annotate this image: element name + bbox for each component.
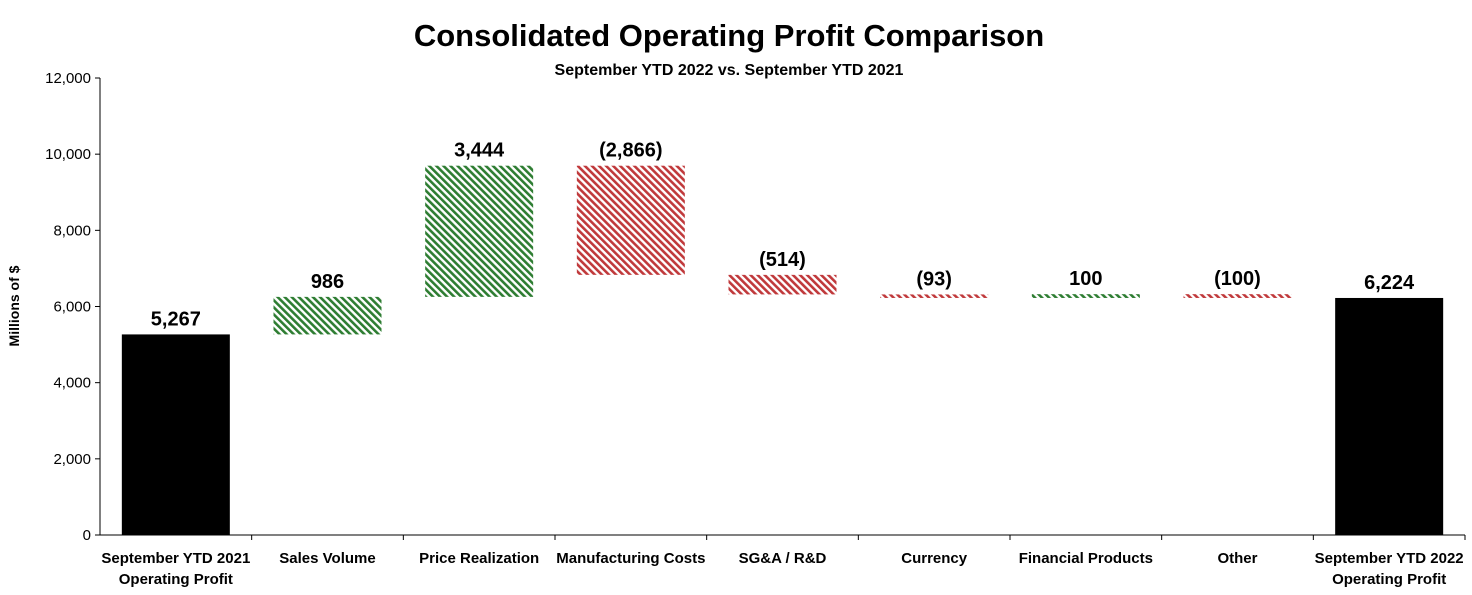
bar-0: [121, 334, 230, 535]
x-category-label: Sales Volume: [279, 550, 375, 567]
bar-5: [880, 294, 989, 298]
x-category-label: September YTD 2022: [1315, 550, 1464, 567]
x-category-label: Other: [1217, 550, 1257, 567]
data-label: 986: [311, 271, 344, 293]
x-category-label: Price Realization: [419, 550, 539, 567]
data-label: (93): [916, 268, 952, 290]
y-tick-label: 6,000: [53, 299, 91, 316]
x-category-label: Financial Products: [1019, 550, 1153, 567]
data-label: 3,444: [454, 140, 505, 162]
x-category-label: SG&A / R&D: [739, 550, 827, 567]
data-label: (2,866): [599, 140, 662, 162]
bar-7: [1183, 294, 1292, 298]
chart-subtitle: September YTD 2022 vs. September YTD 202…: [555, 62, 904, 79]
x-category-label: Operating Profit: [119, 571, 233, 588]
x-category-label: Currency: [901, 550, 968, 567]
bar-6: [1031, 294, 1140, 298]
data-label: 5,267: [151, 308, 201, 330]
y-tick-label: 8,000: [53, 222, 91, 239]
y-tick-label: 4,000: [53, 375, 91, 392]
bar-8: [1335, 297, 1444, 535]
bar-1: [273, 296, 382, 335]
y-axis-label: Millions of $: [6, 265, 22, 346]
data-label: 6,224: [1364, 272, 1415, 294]
x-category-label: Manufacturing Costs: [556, 550, 705, 567]
bar-4: [728, 274, 837, 295]
data-label: 100: [1069, 268, 1102, 290]
chart-title: Consolidated Operating Profit Comparison: [414, 18, 1044, 53]
bar-2: [425, 165, 534, 297]
data-label: (100): [1214, 268, 1261, 290]
y-tick-label: 0: [83, 527, 91, 544]
x-category-label: September YTD 2021: [101, 550, 250, 567]
x-category-label: Operating Profit: [1332, 571, 1446, 588]
bar-3: [576, 165, 685, 275]
y-tick-label: 2,000: [53, 451, 91, 468]
y-tick-label: 12,000: [45, 70, 91, 87]
data-label: (514): [759, 249, 806, 271]
y-tick-label: 10,000: [45, 146, 91, 163]
